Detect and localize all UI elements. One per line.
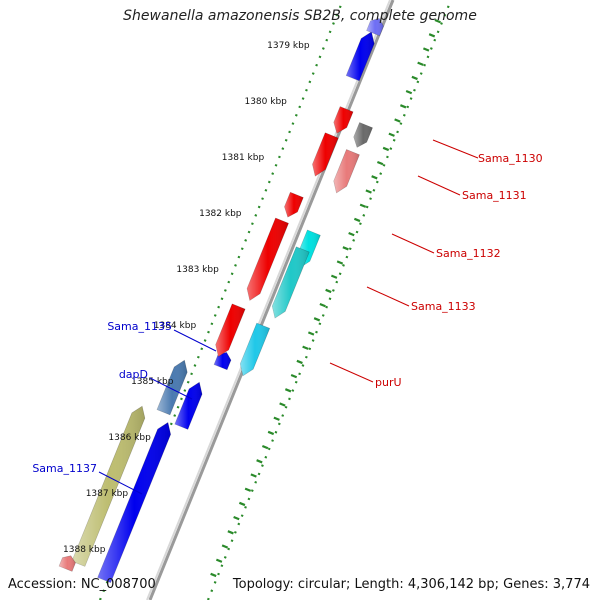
scale-label: 1381 kbp <box>222 153 265 163</box>
scale-tick <box>376 160 384 166</box>
scale-tick <box>302 345 309 350</box>
scale-label: 1384 kbp <box>154 321 197 331</box>
scale-label: 1387 kbp <box>86 489 129 499</box>
scale-tick <box>336 260 344 265</box>
scale-tick <box>319 302 326 308</box>
scale-tick <box>422 47 430 52</box>
map-title: Shewanella amazonensis SB2B, complete ge… <box>123 8 477 24</box>
topology-text: Topology: circular; Length: 4,306,142 bp… <box>232 577 590 592</box>
gene-label-Sama_1131[interactable]: Sama_1131 <box>462 189 527 202</box>
gene-label-Sama_1135[interactable]: Sama_1135 <box>107 320 172 333</box>
scale-label: 1382 kbp <box>199 209 242 219</box>
gene-feature-Sama_1133[interactable] <box>271 246 310 319</box>
scale-labels: 1379 kbp 1380 kbp 1381 kbp 1382 kbp 1383 kbp… <box>63 41 310 555</box>
scale-label: 1380 kbp <box>244 97 287 107</box>
scale-tick <box>405 89 413 95</box>
scale-tick <box>382 146 390 152</box>
scale-tick <box>215 558 223 563</box>
gene-label-purU[interactable]: purU <box>375 376 402 389</box>
scale-tick <box>256 459 263 464</box>
gene-feature-bottom-pink[interactable] <box>58 555 76 572</box>
gene-feature-large-forward[interactable] <box>97 421 171 584</box>
gene-label-leader <box>149 377 193 400</box>
scale-tick <box>290 373 298 379</box>
scale-tick <box>365 189 372 194</box>
gene-label-leaders <box>98 139 479 495</box>
gene-label-leader <box>391 233 435 254</box>
gene-feature-top-forward[interactable] <box>366 17 384 37</box>
scale-tick <box>210 572 217 578</box>
gene-label-Sama_1133[interactable]: Sama_1133 <box>411 300 476 313</box>
gene-features <box>58 17 384 584</box>
scale-ticks <box>210 18 441 578</box>
gene-label-Sama_1130[interactable]: Sama_1130 <box>478 152 543 165</box>
scale-tick <box>394 118 401 123</box>
scale-tick <box>250 473 257 478</box>
scale-tick <box>411 75 418 81</box>
gene-feature-1380-reverse[interactable] <box>333 106 354 134</box>
scale-tick <box>244 487 252 492</box>
gene-label-Sama_1132[interactable]: Sama_1132 <box>436 247 501 260</box>
scale-label: 1379 kbp <box>267 41 310 51</box>
scale-tick <box>279 402 286 407</box>
scale-label: 1383 kbp <box>176 265 219 275</box>
gene-feature-dapD[interactable] <box>156 359 188 416</box>
gene-feature-1382-reverse[interactable] <box>284 191 304 218</box>
gene-label-dapD[interactable]: dapD <box>119 368 148 381</box>
scale-tick <box>353 217 361 223</box>
scale-tick <box>371 175 378 180</box>
gene-feature-1381-reverse[interactable] <box>312 132 339 177</box>
accession-text: Accession: NC_008700 <box>8 577 156 592</box>
gene-label-leader <box>366 286 410 307</box>
gene-feature-Sama_1137[interactable] <box>71 405 146 567</box>
scale-tick <box>325 288 332 294</box>
scale-label: 1386 kbp <box>108 433 151 443</box>
scale-tick <box>434 18 441 24</box>
gene-labels: Sama_1130 Sama_1131 Sama_1132 Sama_1133 purU… <box>32 152 542 475</box>
gene-label-leader <box>432 139 479 159</box>
scale-label: 1385 kbp <box>131 377 174 387</box>
gene-label-Sama_1137[interactable]: Sama_1137 <box>32 462 97 475</box>
gene-label-leader <box>98 471 143 495</box>
genome-backbone <box>146 0 395 600</box>
gene-feature-dapD-adjacent[interactable] <box>174 381 203 430</box>
scale-tick <box>313 317 321 322</box>
scale-tick <box>342 246 349 251</box>
scale-tick <box>261 444 269 450</box>
gene-feature-purU-adjacent[interactable] <box>215 303 246 358</box>
scale-tick <box>221 544 229 549</box>
scale-tick <box>417 61 424 66</box>
scale-tick <box>233 515 240 521</box>
scale-tick <box>359 203 367 208</box>
scale-tick <box>348 231 355 237</box>
gene-feature-Sama_1131[interactable] <box>333 149 360 194</box>
scale-label: 1388 kbp <box>63 545 106 555</box>
scale-tick <box>267 430 275 436</box>
scale-tick <box>399 104 407 109</box>
scale-tick <box>227 530 234 535</box>
scale-tick <box>238 501 246 507</box>
gene-feature-1383-reverse[interactable] <box>246 217 289 301</box>
backbone-line <box>148 0 395 600</box>
backbone-highlight <box>146 0 391 600</box>
gene-feature-1385-forward[interactable] <box>213 351 232 371</box>
scale-tick <box>284 388 292 393</box>
scale-tick <box>307 331 315 336</box>
scale-tick <box>428 33 436 38</box>
scale-tick <box>296 359 303 365</box>
gene-feature-purU[interactable] <box>239 322 271 377</box>
gene-feature-1379-forward[interactable] <box>345 31 375 82</box>
scale-tick <box>273 416 280 421</box>
gene-feature-Sama_1130[interactable] <box>353 122 373 148</box>
scale-tick <box>388 132 395 137</box>
gene-label-leader <box>329 362 374 383</box>
scale-tick <box>330 274 338 279</box>
gene-label-leader <box>173 329 217 352</box>
gene-label-leader <box>417 175 461 196</box>
